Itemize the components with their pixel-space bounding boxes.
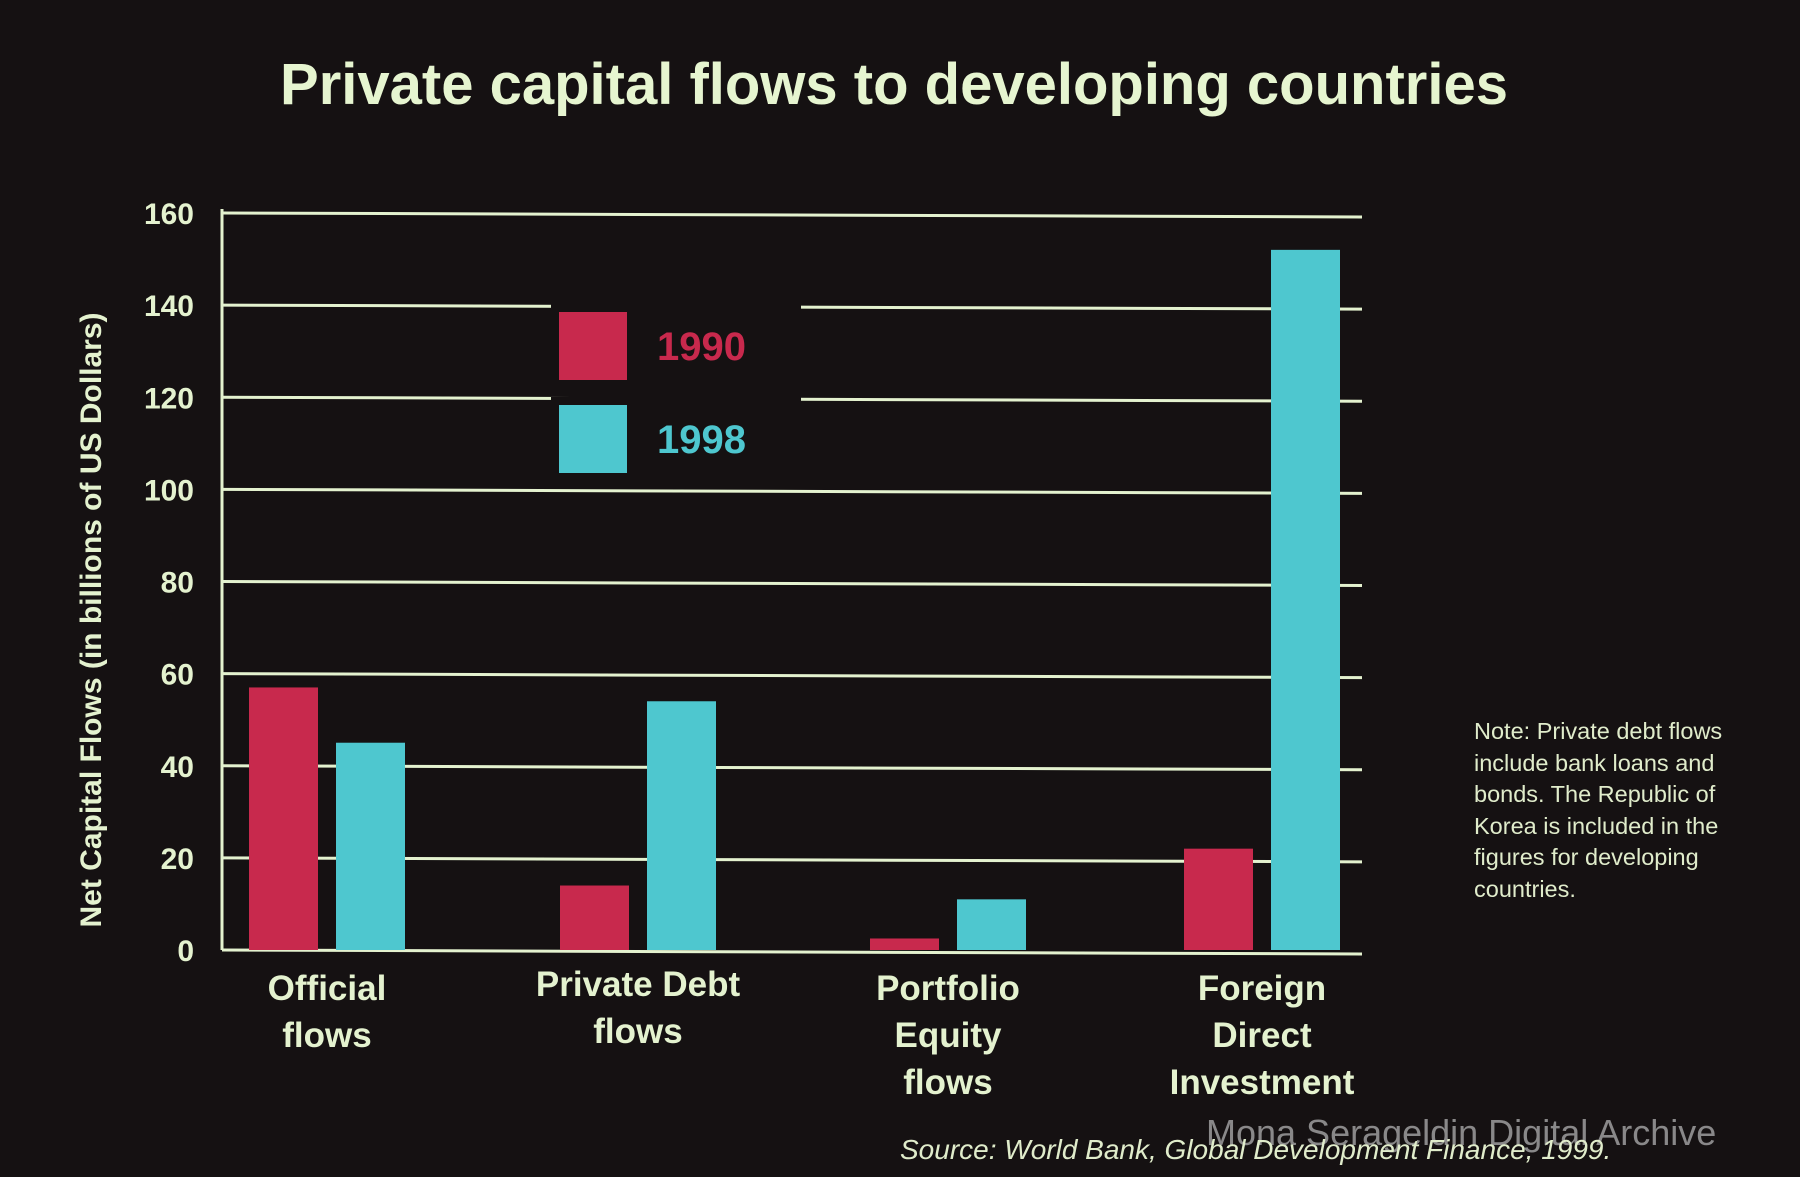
gridline [221, 211, 1363, 219]
category-labels: Official flows Private Debt flows Portfolio E… [268, 965, 1355, 1102]
category-label-line: Equity [895, 1016, 1002, 1055]
y-tick-label: 20 [161, 843, 194, 876]
gridline [221, 672, 1363, 680]
legend: 1990 1998 [551, 304, 801, 481]
legend-label-1998: 1998 [657, 418, 746, 462]
category-label-line: Portfolio [876, 969, 1020, 1008]
legend-swatch-1998 [559, 405, 627, 473]
y-tick-label: 60 [161, 659, 194, 692]
bar-1990-3 [1184, 848, 1253, 950]
legend-label-1990: 1990 [657, 325, 746, 369]
category-label: Foreign Direct Investment [1170, 969, 1355, 1102]
legend-swatch-1990 [559, 312, 627, 380]
gridline [221, 487, 1363, 495]
y-tick-label: 160 [144, 198, 194, 231]
gridline [221, 948, 1363, 956]
y-tick-label: 140 [144, 290, 194, 323]
gridline [221, 580, 1363, 587]
bar-1990-0 [249, 687, 318, 950]
bar-1998-3 [1271, 249, 1340, 951]
category-label: Private Debt flows [536, 965, 741, 1051]
chart-title: Private capital flows to developing coun… [280, 52, 1508, 117]
bar-1990-1 [560, 885, 629, 950]
gridline [221, 764, 1363, 772]
bar-1998-0 [336, 742, 405, 950]
y-tick-label: 100 [144, 474, 194, 507]
category-label-line: Direct [1212, 1016, 1312, 1055]
y-tick-label: 120 [144, 382, 194, 415]
y-tick-label: 0 [177, 935, 194, 968]
bars [249, 249, 1340, 951]
category-label: Portfolio Equity flows [876, 969, 1020, 1102]
y-axis-ticks: 0 20 40 60 80 100 120 140 160 [144, 198, 194, 968]
category-label: Official flows [268, 969, 387, 1055]
category-label-line: flows [593, 1012, 682, 1051]
watermark: Mona Serageldin Digital Archive [1206, 1112, 1717, 1153]
bar-1998-2 [957, 899, 1026, 950]
category-label-line: Investment [1170, 1063, 1355, 1102]
category-label-line: Official [268, 969, 387, 1008]
source-citation: Source: World Bank, Global Development F… [900, 1134, 1612, 1165]
category-label-line: Foreign [1198, 969, 1326, 1008]
chart-note: Note: Private debt flows include bank lo… [1474, 718, 1723, 902]
category-label-line: flows [282, 1016, 371, 1055]
y-tick-label: 40 [161, 751, 194, 784]
bar-1990-2 [870, 938, 939, 950]
category-label-line: Private Debt [536, 965, 741, 1004]
y-tick-label: 80 [161, 567, 194, 600]
y-axis-label: Net Capital Flows (in billions of US Dol… [75, 312, 108, 927]
category-label-line: flows [903, 1063, 992, 1102]
bar-1998-1 [647, 701, 716, 950]
gridline [221, 856, 1363, 864]
